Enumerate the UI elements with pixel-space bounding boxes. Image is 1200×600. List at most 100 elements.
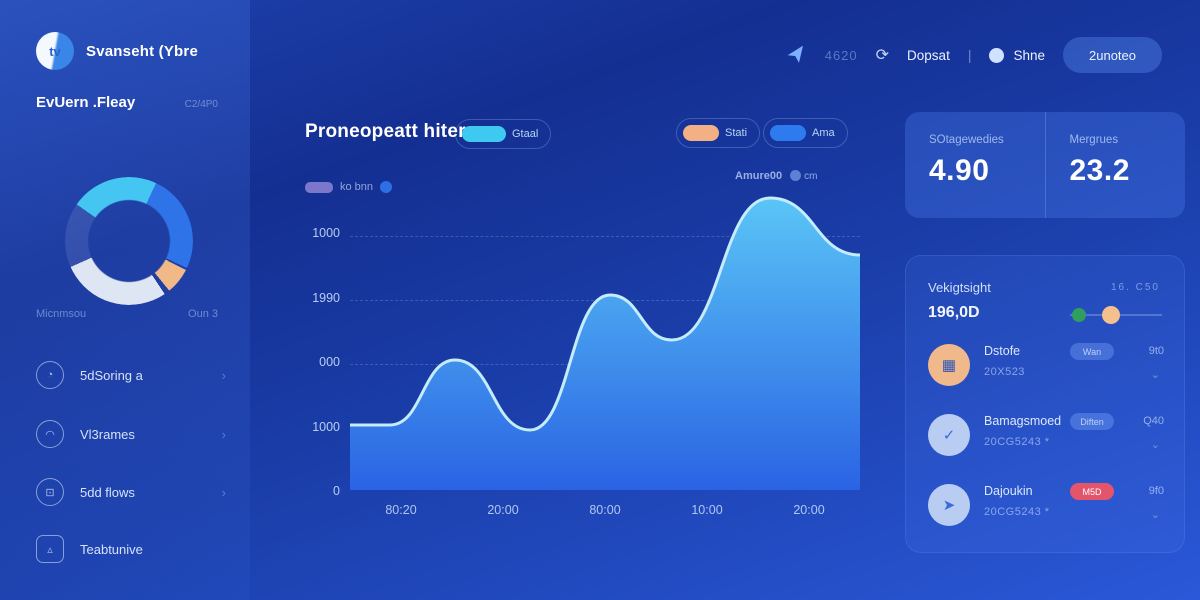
stat-label: Mergrues: [1069, 134, 1119, 146]
chevron-down-icon[interactable]: ⌄: [1150, 509, 1160, 521]
toggle-cool-label: Ama: [812, 127, 835, 139]
sidebar-item-0[interactable]: ◔ 5dSoring a ›: [36, 358, 226, 392]
list-item-title: Dajoukin: [984, 484, 1033, 498]
legend-dot-icon: [380, 181, 393, 193]
list-item-subtitle: 20CG5243 *: [984, 436, 1050, 448]
y-tick: 1000: [312, 226, 340, 240]
donut-chart: [65, 177, 193, 305]
list-item-title: Dstofe: [984, 344, 1021, 358]
chevron-right-icon: ›: [221, 367, 226, 383]
sidebar-item-label: 5dSoring a: [80, 367, 143, 383]
x-tick: 20:00: [793, 503, 825, 517]
annotation-badge: cm: [790, 170, 817, 182]
chart-legend: ko bnn: [305, 181, 393, 193]
chart-title: Proneopeatt hiter: [305, 121, 466, 142]
sidebar-item-3[interactable]: ▵ Teabtunive: [36, 532, 226, 566]
area-line: [350, 196, 860, 432]
frames-icon: ◠: [36, 420, 64, 448]
y-tick: 1000: [312, 419, 340, 434]
x-tick: 80:20: [385, 503, 417, 517]
storage-icon: ◔: [36, 361, 64, 389]
chevron-down-icon[interactable]: ⌄: [1150, 369, 1160, 381]
share-control[interactable]: Shne: [989, 47, 1045, 63]
toggle-cool[interactable]: Ama: [763, 118, 848, 148]
x-tick: 10:00: [691, 503, 723, 517]
list-item-value: 9f0: [1148, 485, 1164, 497]
donut-caption: Micnmsou Oun 3: [36, 308, 218, 320]
x-tick: 20:00: [487, 503, 519, 517]
legend-label: ko bnn: [340, 181, 374, 193]
chevron-right-icon: ›: [221, 484, 226, 500]
list-item-subtitle: 20CG5243 *: [984, 506, 1050, 518]
panel-meta: 16. C50: [1110, 282, 1160, 293]
stat-card: SOtagewedies 4.90 Mergrues 23.2: [905, 112, 1185, 218]
toggle-primary-knob: [462, 126, 506, 142]
y-axis: 1000 1990 000 1000 0: [295, 226, 340, 498]
sidebar-item-2[interactable]: ⊡ 5dd flows ›: [36, 475, 226, 509]
list-item-value: Q40: [1143, 415, 1164, 427]
summary-panel: Vekigtsight 196,0D 16. C50 ▦ Dstofe 20X5…: [905, 255, 1185, 553]
stat-col-1: Mergrues 23.2: [1044, 112, 1186, 218]
chevron-down-icon[interactable]: ⌄: [1150, 439, 1160, 451]
list-item-avatar: ✓: [928, 414, 970, 456]
y-tick: 000: [319, 355, 340, 369]
list-item-2[interactable]: ➤ Dajoukin 20CG5243 * M5D 9f0 ⌄: [928, 482, 1164, 530]
panel-title: Vekigtsight: [928, 280, 991, 295]
primary-cta-button[interactable]: 2unoteo: [1063, 37, 1162, 73]
sidebar: tv Svanseht (Ybre EvUern .Fleay C2/4P0 M…: [0, 0, 250, 600]
y-tick: 1990: [312, 290, 340, 305]
sidebar-item-label: Vl3rames: [80, 426, 135, 442]
feature-icon: ▵: [36, 535, 64, 563]
topbar: 4620 ⟳ Dopsat | Shne 2unoteo: [785, 36, 1162, 74]
info-dot-icon: [790, 170, 802, 181]
list-item-0[interactable]: ▦ Dstofe 20X523 Wan 9t0 ⌄: [928, 342, 1164, 390]
toggle-warm-knob: [683, 125, 719, 141]
slider-handle-green[interactable]: [1072, 308, 1086, 322]
sidebar-item-label: Teabtunive: [80, 541, 143, 557]
slider-handle-orange[interactable]: [1102, 306, 1120, 324]
brand-logo-icon: tv: [36, 32, 74, 70]
stat-value: 4.90: [929, 154, 990, 187]
panel-head: Vekigtsight 196,0D: [928, 280, 991, 322]
toggle-warm-label: Stati: [725, 127, 748, 139]
annotation-text: Amure00: [735, 170, 783, 182]
brand-name: Svanseht (Ybre: [86, 42, 199, 60]
list-item-avatar: ▦: [928, 344, 970, 386]
x-axis: 80:20 20:00 80:00 10:00 20:00: [350, 503, 860, 517]
user-meta: C2/4P0: [184, 99, 218, 110]
flows-icon: ⊡: [36, 478, 64, 506]
stat-label: SOtagewedies: [929, 134, 1004, 146]
list-item-title: Bamagsmoed: [984, 414, 1062, 428]
brand: tv Svanseht (Ybre: [36, 32, 198, 70]
list-item-avatar: ➤: [928, 484, 970, 526]
sidebar-item-label: 5dd flows: [80, 484, 135, 500]
deposit-link[interactable]: Dopsat: [907, 47, 950, 63]
range-slider[interactable]: [1070, 306, 1162, 324]
legend-swatch: [305, 181, 333, 193]
stat-value: 23.2: [1069, 154, 1130, 187]
list-item-subtitle: 20X523: [984, 366, 1025, 378]
topbar-stat: 4620: [824, 47, 858, 63]
send-icon[interactable]: [783, 43, 808, 68]
user-name: EvUern .Fleay: [36, 94, 136, 111]
area-chart: [350, 196, 860, 490]
status-badge: Diften: [1070, 413, 1114, 430]
donut-caption-value: Oun 3: [188, 308, 218, 320]
list-item-1[interactable]: ✓ Bamagsmoed 20CG5243 * Diften Q40 ⌄: [928, 412, 1164, 460]
refresh-icon[interactable]: ⟳: [875, 47, 890, 64]
toggle-primary-label: Gtaal: [512, 128, 539, 140]
y-tick: 0: [333, 484, 340, 498]
status-badge: Wan: [1070, 343, 1114, 360]
stat-col-0: SOtagewedies 4.90: [905, 112, 1045, 218]
toggle-primary[interactable]: Gtaal: [455, 119, 552, 149]
chevron-right-icon: ›: [221, 426, 226, 442]
sidebar-item-1[interactable]: ◠ Vl3rames ›: [36, 417, 226, 451]
share-label: Shne: [1013, 47, 1045, 63]
topbar-divider: |: [967, 47, 972, 63]
donut-caption-label: Micnmsou: [36, 308, 87, 320]
list-item-value: 9t0: [1148, 345, 1164, 357]
toggle-cool-knob: [770, 125, 806, 141]
panel-value: 196,0D: [928, 304, 980, 321]
toggle-warm[interactable]: Stati: [676, 118, 761, 148]
